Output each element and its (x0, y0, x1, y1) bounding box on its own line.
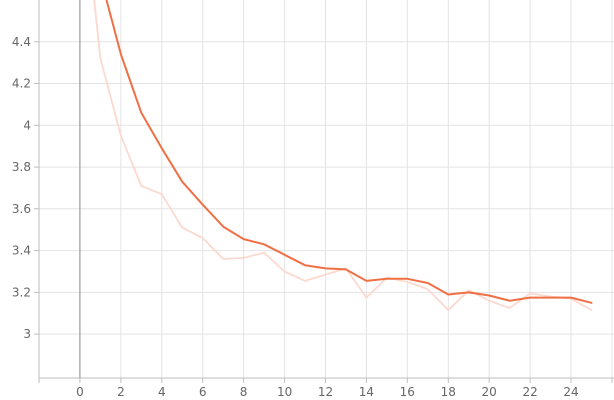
x-tick-label: 14 (359, 385, 374, 399)
smoothed-series-line (105, 0, 593, 304)
tick-labels: 0 2 4 6 8 10 12 14 16 18 20 22 2433.23.43.63.844.24.… (12, 35, 579, 399)
y-tick-label: 4 (23, 118, 31, 132)
grid (38, 0, 614, 378)
x-tick-label: 6 (199, 385, 207, 399)
y-tick-label: 4.4 (12, 35, 31, 49)
y-tick-label: 3.2 (12, 285, 31, 299)
y-tick-label: 3.6 (12, 202, 31, 216)
x-tick-label: 0 (76, 385, 84, 399)
x-tick-label: 12 (318, 385, 333, 399)
x-tick-label: 10 (277, 385, 292, 399)
axes (34, 0, 614, 383)
y-tick-label: 3.8 (12, 160, 31, 174)
x-tick-label: 20 (482, 385, 497, 399)
x-tick-label: 2 (117, 385, 125, 399)
x-tick-label: 22 (522, 385, 537, 399)
y-tick-label: 4.2 (12, 77, 31, 91)
y-tick-label: 3.4 (12, 244, 31, 258)
x-tick-label: 16 (400, 385, 415, 399)
x-tick-label: 8 (240, 385, 248, 399)
x-tick-label: 4 (158, 385, 166, 399)
y-tick-label: 3 (23, 327, 31, 341)
x-tick-label: 18 (441, 385, 456, 399)
x-tick-label: 24 (563, 385, 578, 399)
raw-series-line (93, 0, 593, 311)
series-lines (93, 0, 593, 311)
